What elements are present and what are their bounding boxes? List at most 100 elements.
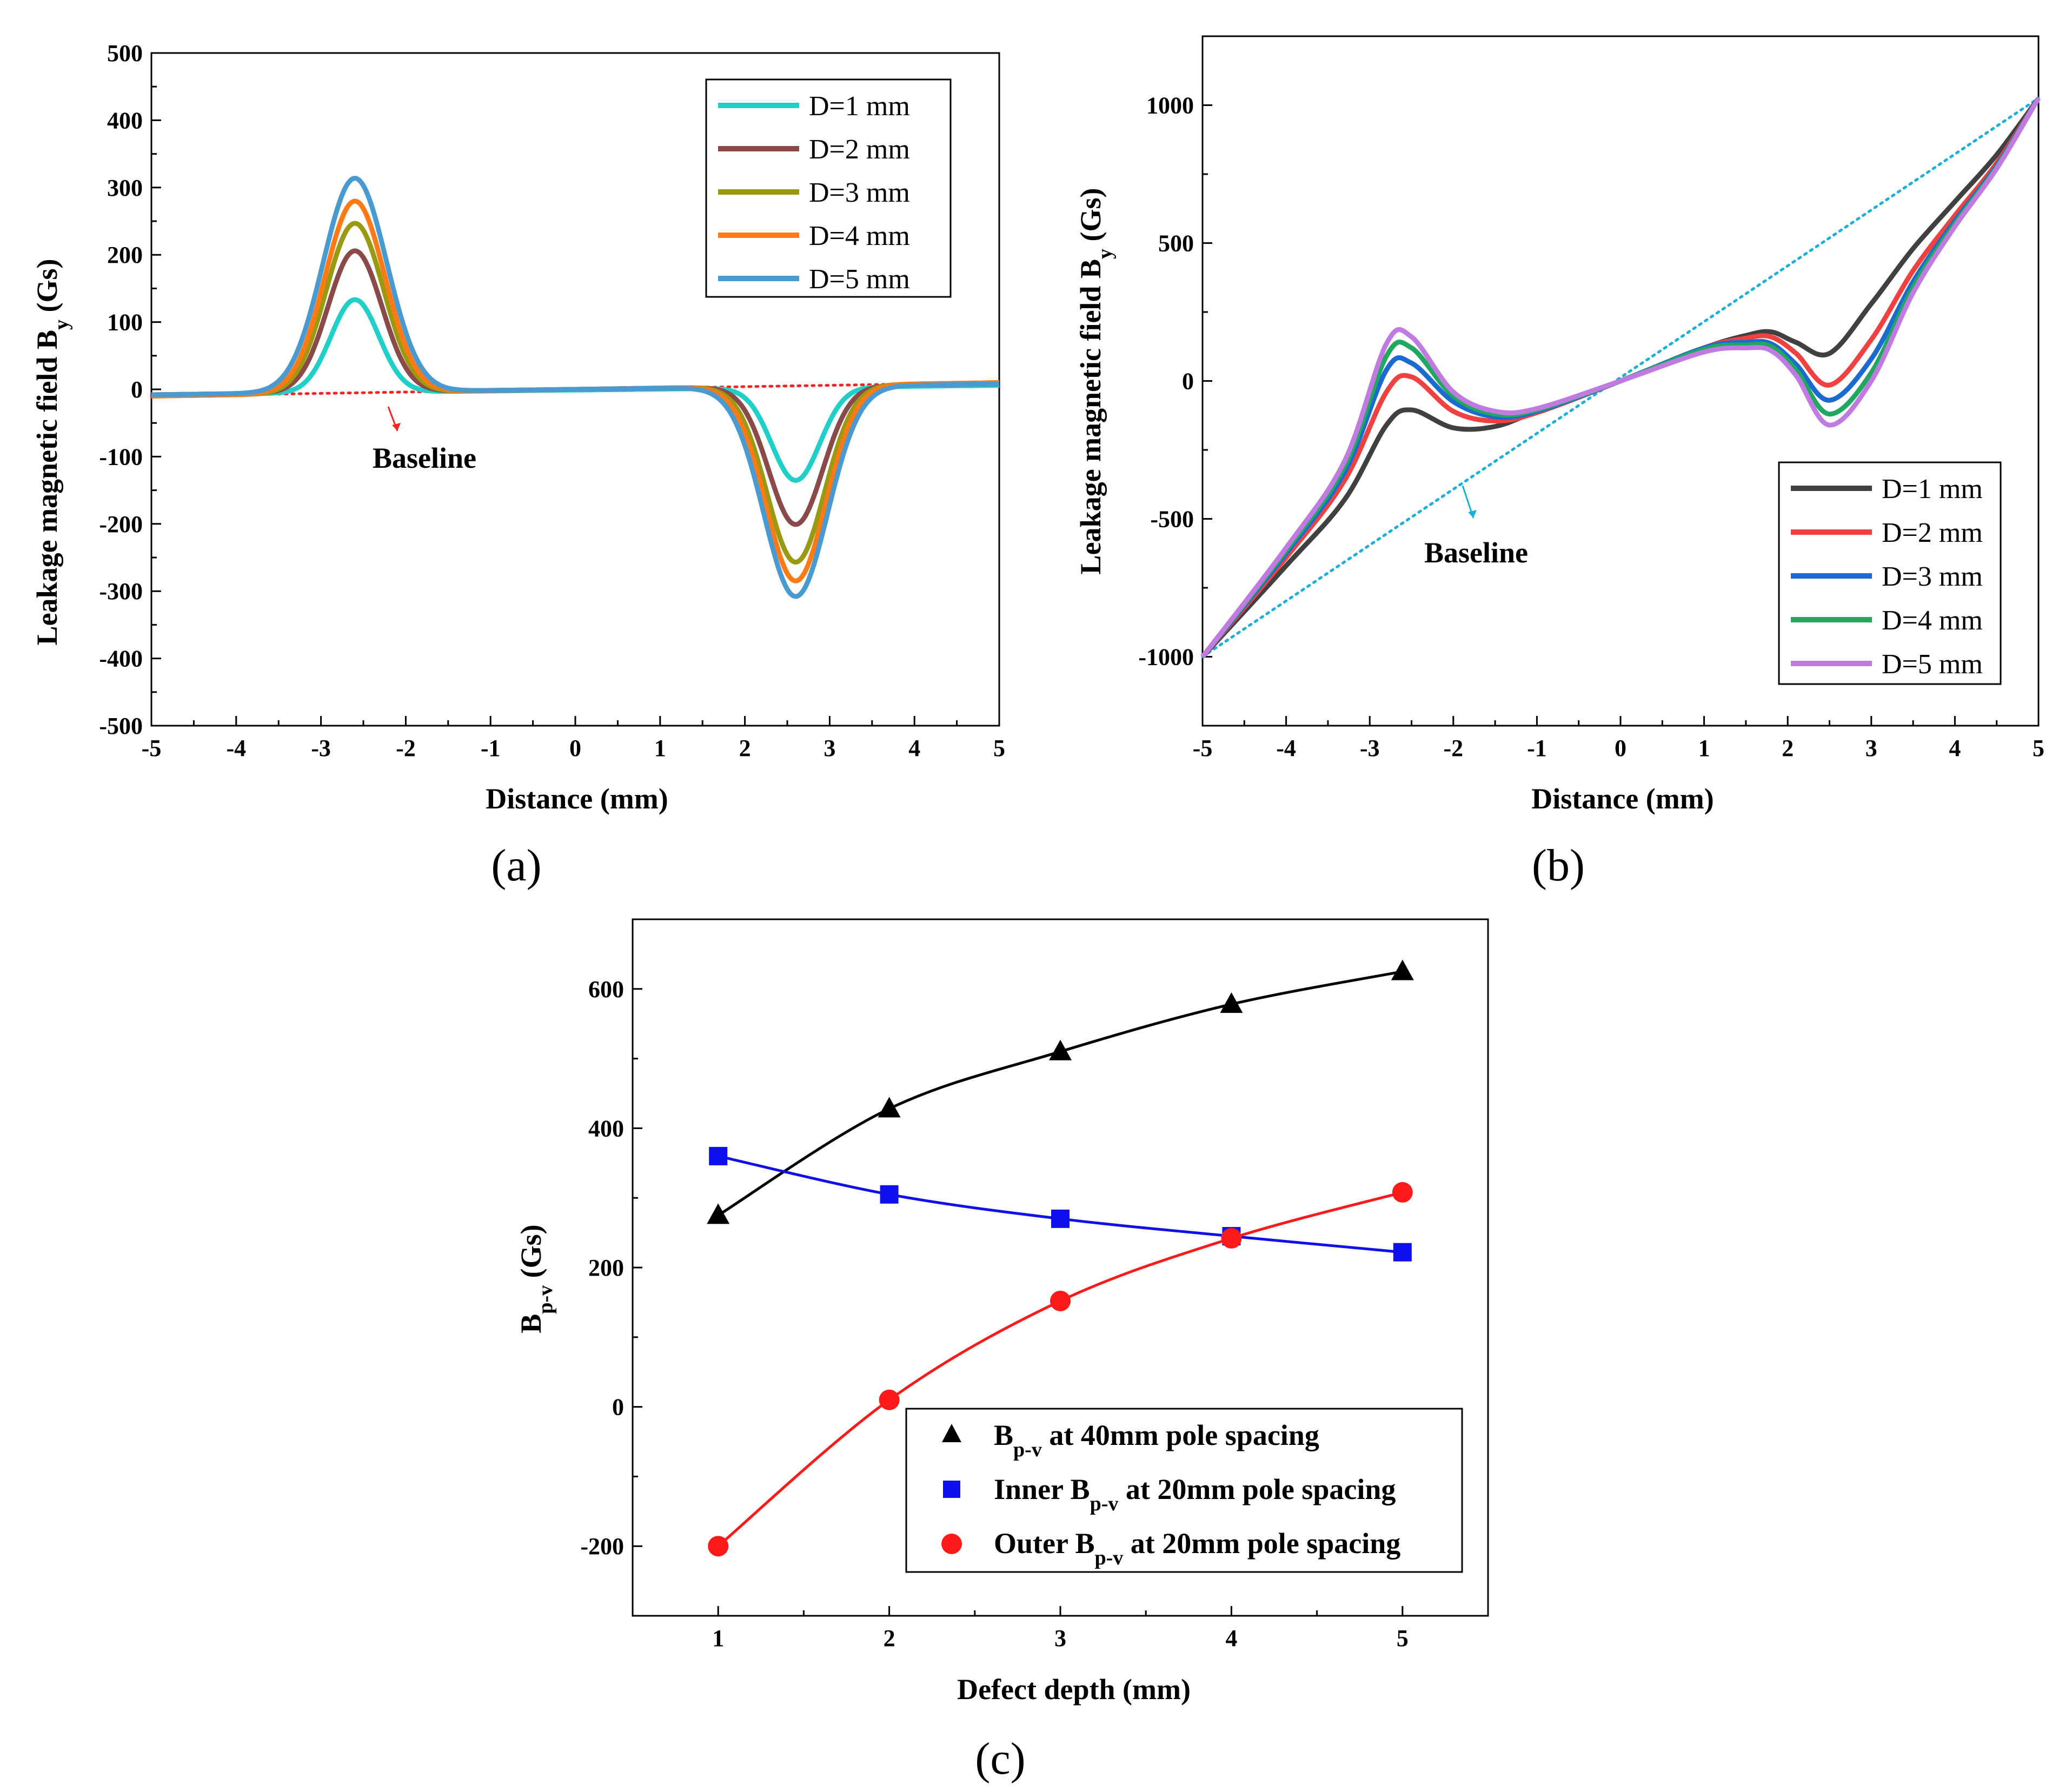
- x-tick-label: -1: [481, 735, 501, 761]
- data-point-square: [880, 1185, 899, 1204]
- x-tick-label: -2: [396, 735, 416, 761]
- data-point-square: [709, 1146, 728, 1165]
- chart-c-legend-label-outer-main: Outer B: [994, 1527, 1095, 1560]
- y-tick-label: 400: [588, 1115, 624, 1142]
- x-tick-label: 0: [569, 735, 581, 761]
- chart-c-y-axis-label: Bp-v (Gs): [515, 1224, 557, 1333]
- chart-c-legend-label-40mm-rest: at 40mm pole spacing: [1042, 1419, 1319, 1451]
- data-point-circle: [879, 1389, 900, 1410]
- chart-a-legend: D=1 mm D=2 mm D=3 mm D=4 mm D=5 mm: [705, 78, 952, 298]
- y-tick-label: -300: [99, 578, 143, 605]
- x-tick-label: 5: [2033, 735, 2044, 761]
- legend-label: D=5 mm: [809, 264, 910, 295]
- x-tick-label: -4: [1276, 735, 1296, 761]
- y-tick-label: -500: [1150, 506, 1194, 533]
- chart-a: -5 -4 -3 -2 -1 0 1 2 3 4 5 -500 -400 -300 -200 -100 0 100…: [31, 40, 1005, 891]
- chart-c-legend-marker-circle: [941, 1534, 962, 1554]
- y-tick-label: -100: [99, 443, 143, 470]
- chart-b-y-axis-label: Leakage magnetic field By (Gs): [1074, 188, 1117, 575]
- chart-a-y-axis-label-sub: y: [50, 320, 73, 330]
- x-tick-label: 0: [1615, 735, 1626, 761]
- x-tick-label: 2: [1782, 735, 1794, 761]
- y-tick-label: 600: [588, 976, 624, 1003]
- x-tick-label: 4: [1949, 735, 1961, 761]
- x-tick-label: -5: [1193, 735, 1213, 761]
- chart-c-y-axis-label-sub: p-v: [534, 1285, 557, 1314]
- x-tick-label: 1: [1698, 735, 1710, 761]
- chart-c-legend-label-outer: Outer Bp-v at 20mm pole spacing: [994, 1527, 1400, 1569]
- chart-a-y-axis-label-unit: (Gs): [31, 259, 63, 320]
- y-tick-label: 0: [1182, 368, 1194, 395]
- x-tick-label: 5: [993, 735, 1005, 761]
- chart-c-x-axis-label: Defect depth (mm): [957, 1673, 1191, 1706]
- chart-b-legend: D=1 mm D=2 mm D=3 mm D=4 mm D=5 mm: [1778, 461, 2002, 685]
- data-point-circle: [1221, 1228, 1242, 1249]
- x-tick-label: -2: [1443, 735, 1463, 761]
- chart-c-panel-label: (c): [975, 1734, 1025, 1784]
- x-tick-label: 2: [739, 735, 751, 761]
- chart-b: -5 -4 -3 -2 -1 0 1 2 3 4 5 -1000 -500 0 500 1000 Distan…: [1074, 35, 2044, 891]
- x-tick-label: 3: [824, 735, 835, 761]
- chart-b-axes: -5 -4 -3 -2 -1 0 1 2 3 4 5 -1000 -500 0 500 1000: [1138, 35, 2044, 761]
- baseline-line: [1201, 97, 2040, 658]
- chart-c-legend-label-inner: Inner Bp-v at 20mm pole spacing: [994, 1473, 1396, 1515]
- y-tick-label: 0: [131, 376, 143, 403]
- legend-label: D=3 mm: [1882, 561, 1983, 592]
- data-point-triangle: [707, 1203, 730, 1224]
- y-tick-label: -400: [99, 646, 143, 672]
- y-tick-label: 0: [612, 1394, 624, 1421]
- chart-c-y-axis-label-main: B: [515, 1314, 547, 1334]
- chart-a-axes: -5 -4 -3 -2 -1 0 1 2 3 4 5 -500 -400 -300 -200 -100 0 100…: [99, 40, 1005, 761]
- chart-b-y-axis-label-sub: y: [1094, 249, 1117, 259]
- data-point-circle: [708, 1536, 729, 1557]
- chart-c-legend-label-40mm: Bp-v at 40mm pole spacing: [994, 1419, 1319, 1461]
- chart-b-panel-label: (b): [1532, 840, 1585, 891]
- legend-box: [705, 78, 952, 298]
- chart-c-y-axis-label-unit: (Gs): [515, 1224, 547, 1285]
- legend-label: D=2 mm: [1882, 518, 1983, 548]
- x-tick-label: 1: [712, 1625, 724, 1651]
- chart-b-baseline-arrowhead: [1468, 510, 1477, 518]
- legend-label: D=2 mm: [809, 134, 910, 165]
- y-tick-label: 500: [1158, 230, 1194, 257]
- data-point-square: [1051, 1209, 1070, 1228]
- y-tick-label: 300: [107, 175, 143, 201]
- chart-c: 1 2 3 4 5 -200 0 200 400 600 Defect depth (mm) Bp…: [515, 918, 1489, 1784]
- x-tick-label: 2: [884, 1625, 895, 1651]
- x-tick-label: 3: [1865, 735, 1877, 761]
- data-point-triangle: [1049, 1039, 1072, 1060]
- chart-a-baseline-arrowhead: [392, 423, 401, 431]
- y-tick-label: 100: [107, 309, 143, 336]
- chart-c-legend-label-outer-rest: at 20mm pole spacing: [1123, 1527, 1400, 1560]
- chart-b-y-axis-label-main: Leakage magnetic field B: [1074, 259, 1107, 574]
- x-tick-label: 4: [908, 735, 920, 761]
- chart-a-panel-label: (a): [491, 840, 541, 891]
- y-tick-label: -200: [580, 1533, 624, 1560]
- data-point-triangle: [878, 1097, 901, 1118]
- chart-c-legend-label-inner-rest: at 20mm pole spacing: [1118, 1473, 1396, 1505]
- legend-label: D=5 mm: [1882, 649, 1983, 680]
- chart-c-legend-label-inner-main: Inner B: [994, 1473, 1090, 1505]
- chart-c-legend: Bp-v at 40mm pole spacing Inner Bp-v at …: [905, 1408, 1463, 1573]
- x-tick-label: 1: [654, 735, 666, 761]
- x-tick-label: 4: [1225, 1625, 1237, 1651]
- chart-c-legend-label-40mm-main: B: [994, 1419, 1013, 1451]
- x-tick-label: -3: [311, 735, 331, 761]
- chart-b-x-axis-label: Distance (mm): [1531, 782, 1714, 815]
- y-tick-label: 400: [107, 107, 143, 134]
- y-tick-label: -500: [99, 713, 143, 739]
- y-tick-label: -200: [99, 511, 143, 538]
- data-point-triangle: [1391, 959, 1414, 980]
- chart-a-y-axis-label: Leakage magnetic field By (Gs): [31, 259, 73, 646]
- data-point-square: [1393, 1243, 1412, 1262]
- legend-label: D=4 mm: [1882, 605, 1983, 636]
- chart-c-legend-marker-square: [943, 1481, 960, 1498]
- y-tick-label: 200: [107, 242, 143, 268]
- chart-c-axes: 1 2 3 4 5 -200 0 200 400 600: [580, 918, 1489, 1651]
- x-tick-label: -5: [142, 735, 162, 761]
- chart-b-baseline-annotation: Baseline: [1424, 536, 1528, 569]
- legend-label: D=3 mm: [809, 177, 910, 208]
- y-tick-label: 200: [588, 1255, 624, 1281]
- data-point-circle: [1392, 1182, 1413, 1203]
